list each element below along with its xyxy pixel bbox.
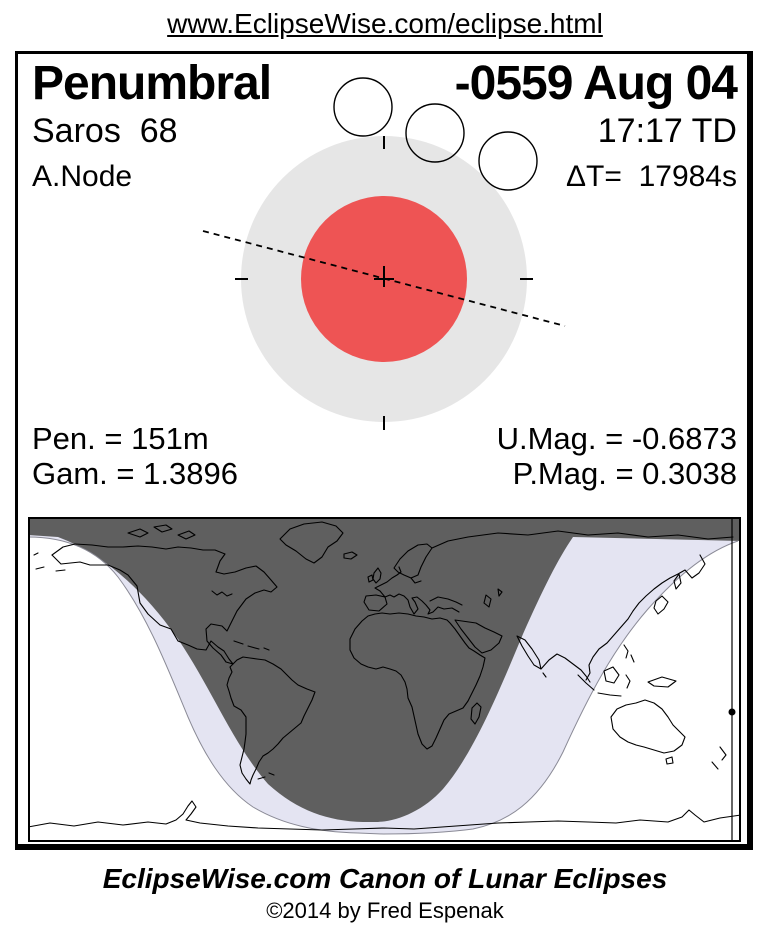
shadow-diagram bbox=[202, 77, 566, 430]
penumbral-duration-label: Pen. = 151m bbox=[32, 421, 209, 456]
coastline-asia bbox=[431, 530, 734, 549]
coastline-north-america bbox=[51, 554, 234, 665]
coastline-europe bbox=[363, 594, 388, 612]
coastline-greenland bbox=[279, 521, 344, 564]
eclipse-type-label: Penumbral bbox=[32, 57, 272, 110]
coastline-south-america bbox=[226, 656, 316, 785]
coastline-antarctica bbox=[28, 800, 741, 831]
node-label: A.Node bbox=[32, 160, 133, 193]
eclipse-plate: Penumbral Saros 68 A.Node -0559 Aug 04 1… bbox=[15, 51, 753, 850]
date-label: -0559 Aug 04 bbox=[454, 57, 738, 110]
visibility-map bbox=[28, 517, 741, 842]
saros-label: Saros 68 bbox=[32, 112, 178, 150]
penumbral-magnitude-label: P.Mag. = 0.3038 bbox=[512, 456, 737, 491]
moon-path-line bbox=[202, 230, 566, 327]
moon-position-circle-p4 bbox=[478, 131, 538, 191]
moon-position-circle-greatest bbox=[405, 103, 465, 163]
delta-t-label: ΔT= 17984s bbox=[566, 160, 737, 193]
visibility-boundary-line bbox=[28, 536, 739, 835]
moon-position-circle-p1 bbox=[333, 77, 393, 137]
coastlines bbox=[28, 521, 741, 831]
sublunar-point-dot bbox=[728, 708, 736, 716]
gamma-label: Gam. = 1.3896 bbox=[32, 456, 238, 491]
time-label: 17:17 TD bbox=[597, 112, 737, 150]
eclipse-not-visible-region bbox=[28, 517, 741, 822]
coastline-africa bbox=[349, 612, 486, 750]
umbral-magnitude-label: U.Mag. = -0.6873 bbox=[496, 421, 737, 456]
site-url-link[interactable]: www.EclipseWise.com/eclipse.html bbox=[167, 8, 603, 39]
coastline-australia bbox=[610, 699, 686, 754]
footer-copyright: ©2014 by Fred Espenak bbox=[266, 898, 504, 923]
map-frame bbox=[28, 517, 741, 842]
footer-title: EclipseWise.com Canon of Lunar Eclipses bbox=[102, 863, 668, 894]
